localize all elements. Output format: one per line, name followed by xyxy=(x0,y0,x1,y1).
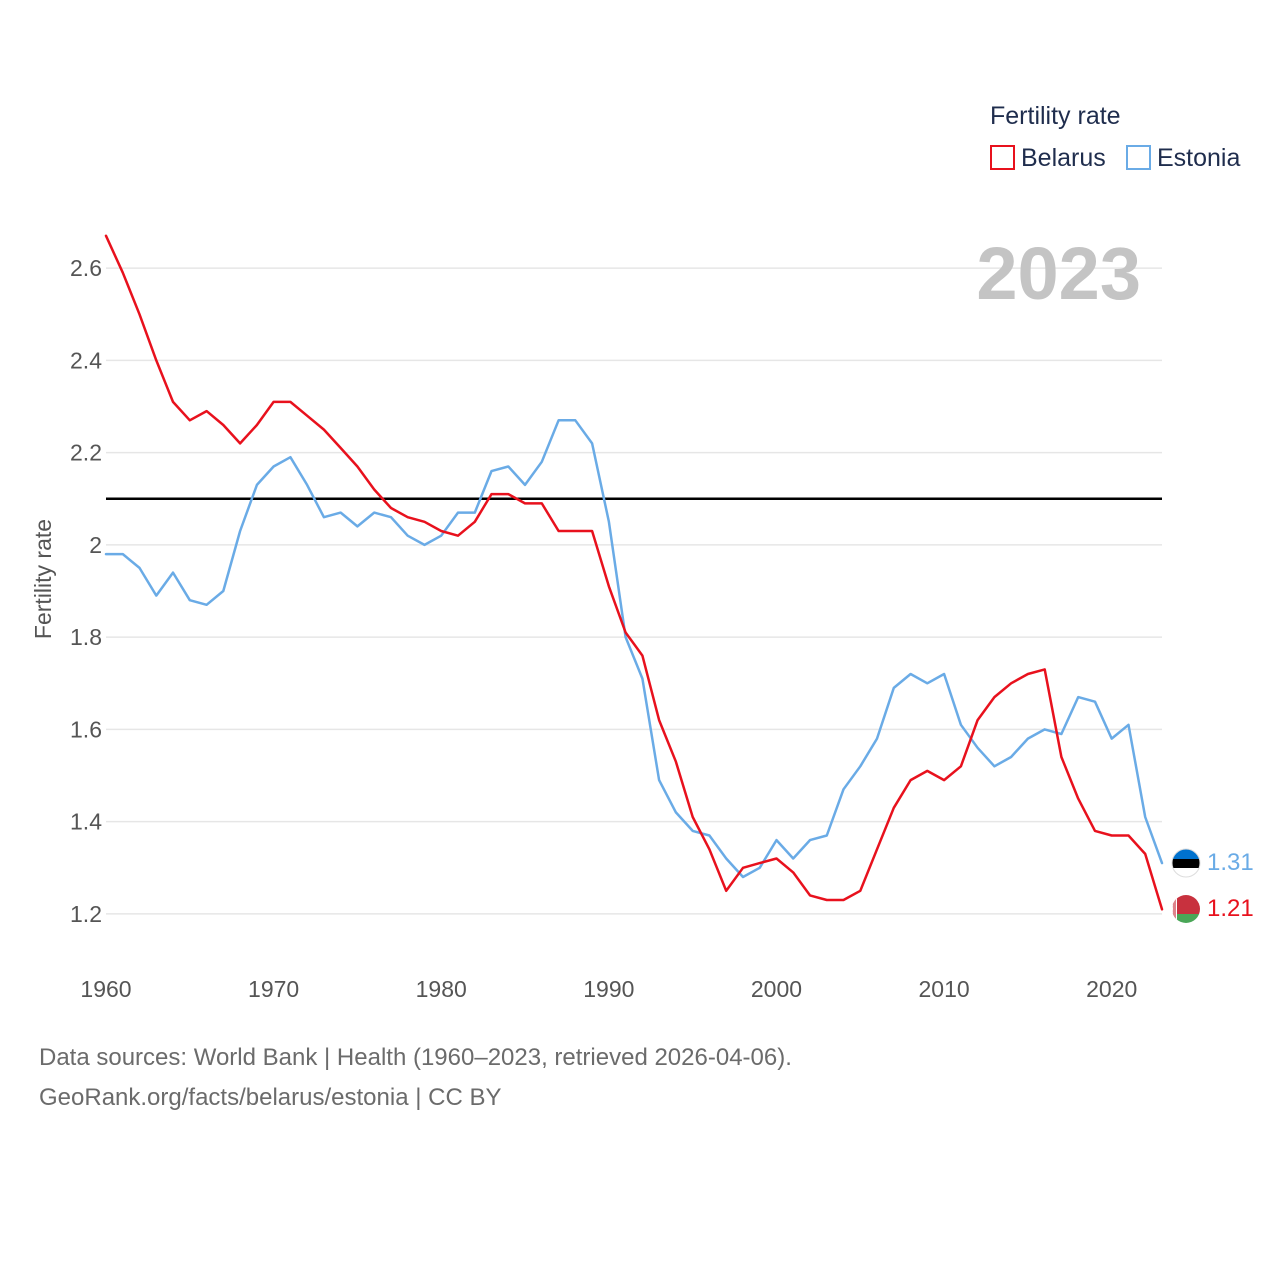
footer-attribution[interactable]: GeoRank.org/facts/belarus/estonia | CC B… xyxy=(39,1084,502,1111)
legend-label-belarus: Belarus xyxy=(1021,144,1106,172)
x-tick-label: 1980 xyxy=(416,976,467,1002)
series-line-belarus[interactable] xyxy=(104,234,1164,911)
grid-lines xyxy=(106,267,1162,915)
x-tick-label: 2010 xyxy=(919,976,970,1002)
series-line-estonia[interactable] xyxy=(104,419,1164,879)
y-tick-label: 2.4 xyxy=(70,347,102,373)
y-tick-label: 1.2 xyxy=(70,901,102,927)
y-tick-label: 1.4 xyxy=(70,809,102,835)
year-label: 2023 xyxy=(976,232,1141,315)
legend-label-estonia: Estonia xyxy=(1157,144,1240,172)
estonia-flag-border xyxy=(1171,848,1201,878)
legend-item-estonia[interactable]: Estonia xyxy=(1126,144,1240,172)
legend-title: Fertility rate xyxy=(990,102,1121,130)
y-axis-ticks: 1.2 1.4 1.6 1.8 2 2.2 2.4 2.6 xyxy=(70,255,102,927)
x-tick-label: 2020 xyxy=(1086,976,1137,1002)
end-label-belarus: 1.21 xyxy=(1207,895,1254,922)
belarus-flag-icon xyxy=(1172,895,1200,923)
y-tick-label: 1.6 xyxy=(70,716,102,742)
legend: Fertility rate Belarus Estonia xyxy=(990,102,1240,172)
y-tick-label: 2.2 xyxy=(70,440,102,466)
legend-swatch-belarus xyxy=(990,145,1015,170)
end-label-estonia: 1.31 xyxy=(1207,849,1254,876)
footer-sources: Data sources: World Bank | Health (1960–… xyxy=(39,1044,792,1071)
x-tick-label: 1970 xyxy=(248,976,299,1002)
y-tick-label: 1.8 xyxy=(70,624,102,650)
estonia-flag-icon xyxy=(1172,849,1200,877)
x-tick-label: 2000 xyxy=(751,976,802,1002)
y-tick-label: 2.6 xyxy=(70,255,102,281)
y-tick-label: 2 xyxy=(89,532,102,558)
legend-item-belarus[interactable]: Belarus xyxy=(990,144,1106,172)
y-axis-title: Fertility rate xyxy=(30,519,56,639)
x-tick-label: 1990 xyxy=(583,976,634,1002)
x-axis-ticks: 1960 1970 1980 1990 2000 2010 2020 xyxy=(80,976,1137,1002)
x-tick-label: 1960 xyxy=(80,976,131,1002)
legend-swatch-estonia xyxy=(1126,145,1151,170)
series-lines xyxy=(104,234,1164,911)
